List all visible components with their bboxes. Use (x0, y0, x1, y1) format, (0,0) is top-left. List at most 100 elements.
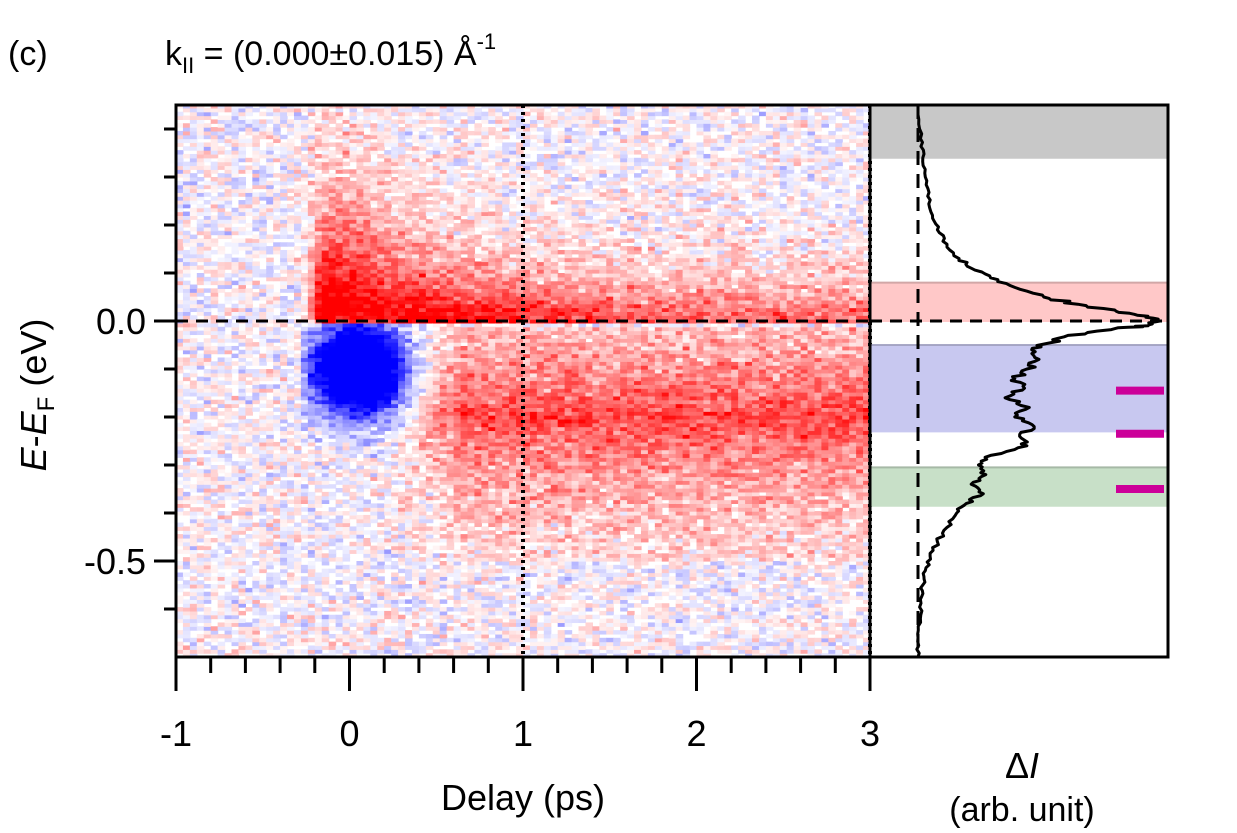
heatmap-cell (307, 107, 316, 113)
heatmap-cell (293, 177, 302, 182)
heatmap-cell (210, 280, 219, 286)
heatmap-cell (342, 392, 351, 397)
heatmap-cell (231, 211, 240, 216)
heatmap-cell (307, 653, 316, 657)
heatmap-cell (425, 115, 434, 120)
heatmap-cell (356, 150, 364, 155)
heatmap-cell (321, 495, 330, 501)
heatmap-cell (252, 530, 260, 535)
heatmap-cell (224, 223, 233, 228)
heatmap-cell (328, 618, 337, 624)
heatmap-cell (287, 138, 295, 144)
heatmap-cell (349, 249, 358, 255)
heatmap-cell (349, 495, 358, 501)
heatmap-cell (446, 115, 455, 120)
heatmap-cell (439, 234, 448, 240)
heatmap-cell (342, 468, 351, 474)
heatmap-cell (224, 395, 233, 401)
heatmap-cell (446, 107, 455, 113)
heatmap-cell (280, 480, 288, 485)
heatmap-cell (432, 576, 441, 581)
heatmap-cell (453, 292, 462, 297)
heatmap-cell (266, 537, 274, 543)
heatmap-cell (273, 192, 281, 197)
heatmap-cell (182, 599, 191, 604)
heatmap-cell (405, 242, 413, 247)
heatmap-cell (453, 249, 462, 255)
heatmap-cell (418, 322, 427, 328)
heatmap-cell (224, 299, 233, 305)
heatmap-cell (342, 353, 351, 359)
heatmap-cell (321, 169, 330, 174)
heatmap-cell (238, 138, 246, 144)
heatmap-cell (356, 449, 364, 455)
heatmap-cell (398, 518, 406, 524)
heatmap-cell (460, 553, 469, 558)
heatmap-cell (453, 180, 462, 186)
heatmap-cell (418, 530, 427, 535)
heatmap-cell (176, 219, 184, 224)
heatmap-cell (370, 637, 378, 643)
heatmap-cell (217, 303, 226, 309)
heatmap-cell (280, 633, 288, 639)
heatmap-cell (203, 173, 212, 178)
heatmap-cell (189, 438, 198, 443)
heatmap-cell (245, 269, 253, 274)
heatmap-cell (259, 315, 267, 320)
heatmap-cell (439, 610, 448, 616)
heatmap-cell (176, 361, 184, 366)
heatmap-cell (196, 507, 205, 512)
heatmap-cell (280, 610, 288, 616)
heatmap-cell (307, 257, 316, 263)
heatmap-cell (446, 253, 455, 259)
heatmap-cell (398, 203, 406, 209)
heatmap-cell (189, 184, 198, 190)
heatmap-cell (210, 380, 219, 385)
heatmap-cell (432, 153, 441, 159)
heatmap-cell (384, 299, 392, 305)
heatmap-cell (252, 503, 260, 508)
heatmap-cell (432, 399, 441, 405)
heatmap-cell (321, 188, 330, 193)
heatmap-cell (245, 453, 253, 458)
heatmap-cell (224, 618, 233, 624)
heatmap-cell (432, 649, 441, 654)
heatmap-cell (363, 326, 371, 332)
heatmap-cell (342, 407, 351, 412)
heatmap-cell (411, 607, 420, 612)
heatmap-cell (335, 296, 344, 301)
heatmap-cell (356, 472, 364, 478)
heatmap-cell (446, 403, 455, 408)
heatmap-cell (307, 157, 316, 163)
heatmap-cell (224, 365, 233, 370)
heatmap-cell (307, 223, 316, 228)
heatmap-cell (418, 441, 427, 447)
heatmap-cell (439, 392, 448, 397)
heatmap-cell (411, 177, 420, 182)
heatmap-cell (349, 584, 358, 589)
heatmap-cell (217, 211, 226, 216)
heatmap-cell (335, 349, 344, 355)
heatmap-cell (293, 507, 302, 512)
heatmap-cell (259, 480, 267, 485)
heatmap-cell (196, 526, 205, 531)
heatmap-cell (425, 518, 434, 524)
heatmap-cell (176, 192, 184, 197)
heatmap-cell (245, 107, 253, 113)
heatmap-cell (307, 514, 316, 520)
heatmap-cell (391, 580, 399, 585)
heatmap-cell (314, 522, 323, 528)
heatmap-cell (453, 276, 462, 282)
heatmap-cell (453, 177, 462, 182)
heatmap-cell (252, 345, 260, 351)
heatmap-cell (231, 288, 240, 293)
heatmap-cell (217, 165, 226, 170)
heatmap-cell (266, 119, 274, 124)
heatmap-cell (217, 422, 226, 428)
heatmap-cell (446, 534, 455, 539)
heatmap-cell (460, 641, 469, 647)
heatmap-cell (217, 180, 226, 186)
heatmap-cell (384, 105, 392, 109)
heatmap-cell (287, 146, 295, 151)
heatmap-cell (432, 388, 441, 393)
